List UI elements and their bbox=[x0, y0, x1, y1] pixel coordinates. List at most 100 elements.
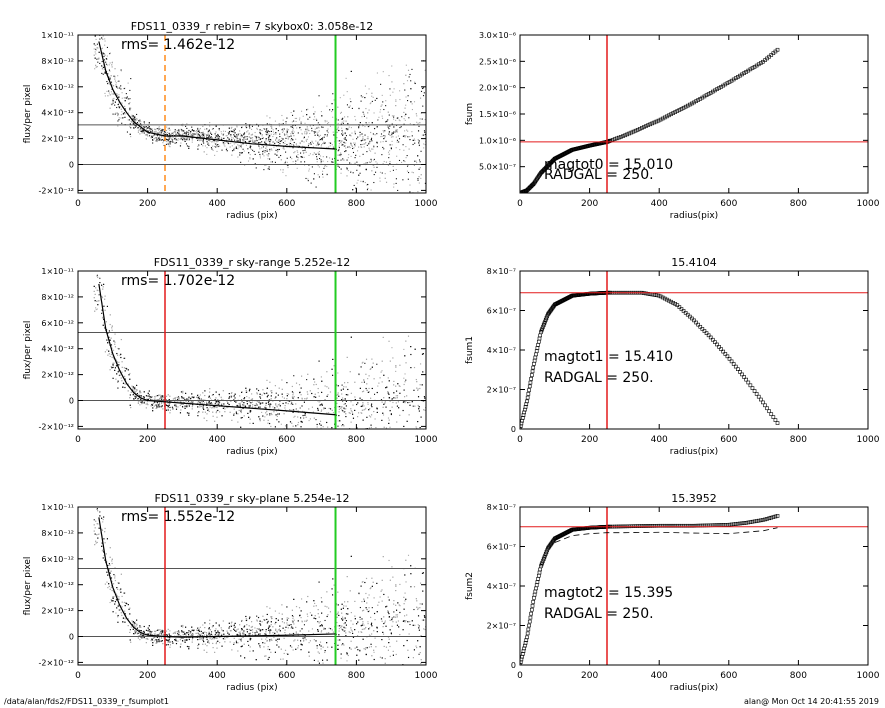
scatter-point bbox=[341, 121, 343, 123]
scatter-point bbox=[385, 181, 388, 183]
y-axis-label: flux/per pixel bbox=[23, 85, 33, 144]
scatter-point bbox=[389, 160, 391, 163]
scatter-point bbox=[317, 141, 319, 143]
scatter-point bbox=[276, 137, 278, 139]
scatter-point bbox=[370, 424, 372, 426]
scatter-point bbox=[382, 438, 383, 439]
scatter-point bbox=[243, 397, 246, 399]
scatter-point bbox=[268, 403, 270, 405]
scatter-point bbox=[97, 57, 99, 60]
scatter-point bbox=[395, 136, 397, 138]
scatter-point bbox=[228, 397, 230, 399]
scatter-point bbox=[322, 137, 324, 139]
scatter-point bbox=[396, 449, 397, 450]
scatter-point bbox=[423, 484, 424, 485]
scatter-point bbox=[116, 361, 118, 363]
scatter-point bbox=[299, 117, 301, 119]
scatter-point bbox=[304, 122, 306, 124]
scatter-point bbox=[267, 158, 269, 160]
scatter-point bbox=[140, 129, 142, 131]
scatter-point bbox=[222, 142, 224, 144]
scatter-point bbox=[350, 142, 352, 144]
scatter-point bbox=[388, 74, 390, 77]
scatter-point bbox=[346, 104, 348, 106]
scatter-point bbox=[98, 26, 99, 27]
scatter-point bbox=[382, 336, 384, 338]
scatter-point bbox=[311, 140, 313, 142]
scatter-point bbox=[344, 133, 346, 135]
scatter-point bbox=[228, 127, 230, 129]
scatter-point bbox=[186, 145, 189, 147]
scatter-point bbox=[398, 159, 401, 162]
scatter-point bbox=[122, 113, 124, 115]
scatter-point bbox=[382, 414, 385, 416]
scatter-point bbox=[363, 115, 366, 117]
scatter-point bbox=[161, 135, 163, 137]
scatter-point bbox=[216, 135, 218, 137]
scatter-point bbox=[245, 138, 247, 140]
scatter-point bbox=[233, 130, 235, 132]
scatter-point bbox=[156, 138, 158, 140]
scatter-point bbox=[303, 136, 305, 138]
profile-marker bbox=[677, 108, 682, 112]
scatter-point bbox=[221, 149, 223, 151]
scatter-point bbox=[214, 420, 216, 422]
scatter-point bbox=[346, 129, 348, 131]
scatter-point bbox=[163, 395, 165, 397]
scatter-point bbox=[263, 128, 265, 130]
scatter-point bbox=[261, 147, 263, 149]
scatter-point bbox=[223, 133, 225, 135]
scatter-point bbox=[396, 449, 397, 450]
scatter-point bbox=[242, 143, 244, 145]
scatter-point bbox=[405, 146, 407, 148]
scatter-point bbox=[243, 139, 245, 141]
scatter-point bbox=[322, 439, 323, 440]
scatter-point bbox=[209, 136, 212, 138]
scatter-point bbox=[158, 126, 160, 128]
scatter-point bbox=[393, 183, 395, 185]
scatter-point bbox=[310, 143, 312, 145]
scatter-point bbox=[214, 137, 216, 139]
scatter-point bbox=[332, 93, 334, 95]
scatter-point bbox=[242, 148, 244, 150]
scatter-point bbox=[361, 133, 363, 135]
scatter-point bbox=[402, 135, 404, 137]
scatter-point bbox=[231, 145, 233, 147]
scatter-point bbox=[314, 438, 315, 439]
scatter-point bbox=[416, 162, 418, 164]
scatter-point bbox=[245, 406, 247, 408]
scatter-point bbox=[359, 430, 360, 431]
scatter-point bbox=[385, 439, 386, 440]
scatter-point bbox=[308, 143, 310, 145]
x-tick-label: 200 bbox=[139, 199, 156, 209]
scatter-point bbox=[278, 413, 280, 415]
scatter-point bbox=[132, 115, 134, 117]
scatter-point bbox=[124, 105, 126, 107]
scatter-point bbox=[191, 126, 193, 128]
scatter-point bbox=[230, 134, 232, 136]
scatter-point bbox=[321, 139, 323, 141]
scatter-point bbox=[194, 133, 196, 135]
scatter-point bbox=[225, 139, 228, 141]
scatter-point bbox=[337, 122, 339, 124]
scatter-point bbox=[297, 421, 300, 424]
scatter-point bbox=[345, 77, 347, 79]
scatter-point bbox=[172, 141, 174, 143]
scatter-point bbox=[202, 407, 204, 409]
scatter-point bbox=[339, 154, 341, 156]
scatter-point bbox=[388, 131, 390, 133]
scatter-point bbox=[304, 149, 306, 151]
scatter-point bbox=[101, 48, 103, 50]
scatter-point bbox=[405, 113, 407, 115]
scatter-point bbox=[174, 138, 176, 140]
scatter-point bbox=[391, 115, 393, 117]
scatter-point bbox=[170, 133, 172, 135]
scatter-point bbox=[292, 144, 294, 146]
scatter-point bbox=[146, 401, 148, 403]
scatter-point bbox=[104, 44, 106, 46]
scatter-point bbox=[315, 140, 317, 142]
scatter-point bbox=[300, 394, 302, 396]
scatter-point bbox=[353, 147, 355, 149]
scatter-point bbox=[124, 116, 126, 118]
scatter-point bbox=[360, 180, 362, 182]
